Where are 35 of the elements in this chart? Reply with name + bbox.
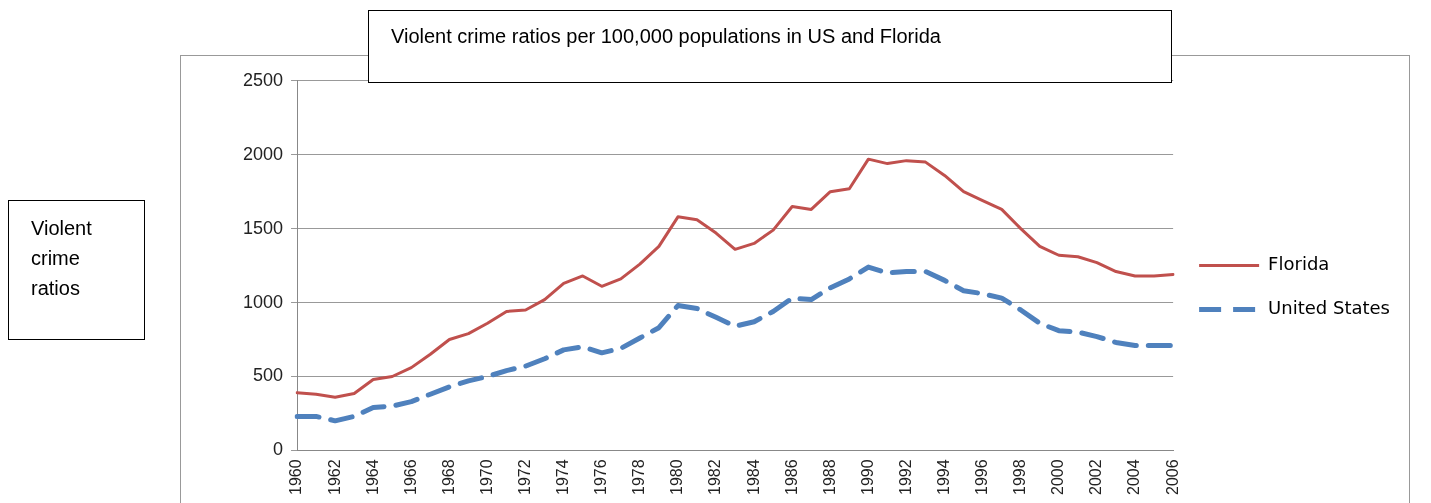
x-tick-label: 1970	[477, 459, 495, 495]
y-tick-label: 1500	[243, 217, 284, 238]
x-tick-label: 1988	[820, 459, 838, 495]
y-tick-label: 500	[253, 365, 284, 386]
x-tick-label: 2002	[1087, 459, 1105, 495]
x-tick-label: 1996	[973, 459, 991, 495]
legend-label: United States	[1268, 297, 1390, 319]
x-tick-label: 1964	[363, 459, 381, 495]
x-tick-label: 1968	[439, 459, 457, 495]
text-box: Violent crime ratios	[8, 200, 145, 340]
x-tick-label: 1998	[1011, 459, 1029, 495]
chart-title: Violent crime ratios per 100,000 populations in US and Florida	[391, 25, 941, 48]
y-tick-label: 1000	[243, 291, 284, 312]
x-tick-label: 1966	[401, 459, 419, 495]
x-tick-label: 1978	[630, 459, 648, 495]
x-tick-label: 1994	[934, 459, 952, 495]
x-tick-label: 1974	[554, 459, 572, 495]
y-tick-label: 0	[273, 439, 284, 460]
text-box: Violent crime ratios per 100,000 populations in US and Florida	[368, 10, 1172, 83]
x-tick-label: 2006	[1163, 459, 1181, 495]
x-tick-label: 1980	[668, 459, 686, 495]
x-tick-label: 1976	[592, 459, 610, 495]
y-tick-label: 2000	[243, 143, 284, 164]
x-tick-label: 1982	[706, 459, 724, 495]
y-tick-label: 2500	[243, 69, 284, 90]
x-tick-label: 1984	[744, 459, 762, 495]
x-tick-label: 1990	[858, 459, 876, 495]
x-tick-label: 1986	[782, 459, 800, 495]
x-tick-label: 2000	[1049, 459, 1067, 495]
x-tick-label: 1972	[515, 459, 533, 495]
x-tick-label: 2004	[1125, 459, 1143, 495]
x-tick-label: 1992	[896, 459, 914, 495]
x-tick-label: 1962	[325, 459, 343, 495]
x-tick-label: 1960	[287, 459, 305, 495]
legend-label: Florida	[1268, 253, 1330, 275]
